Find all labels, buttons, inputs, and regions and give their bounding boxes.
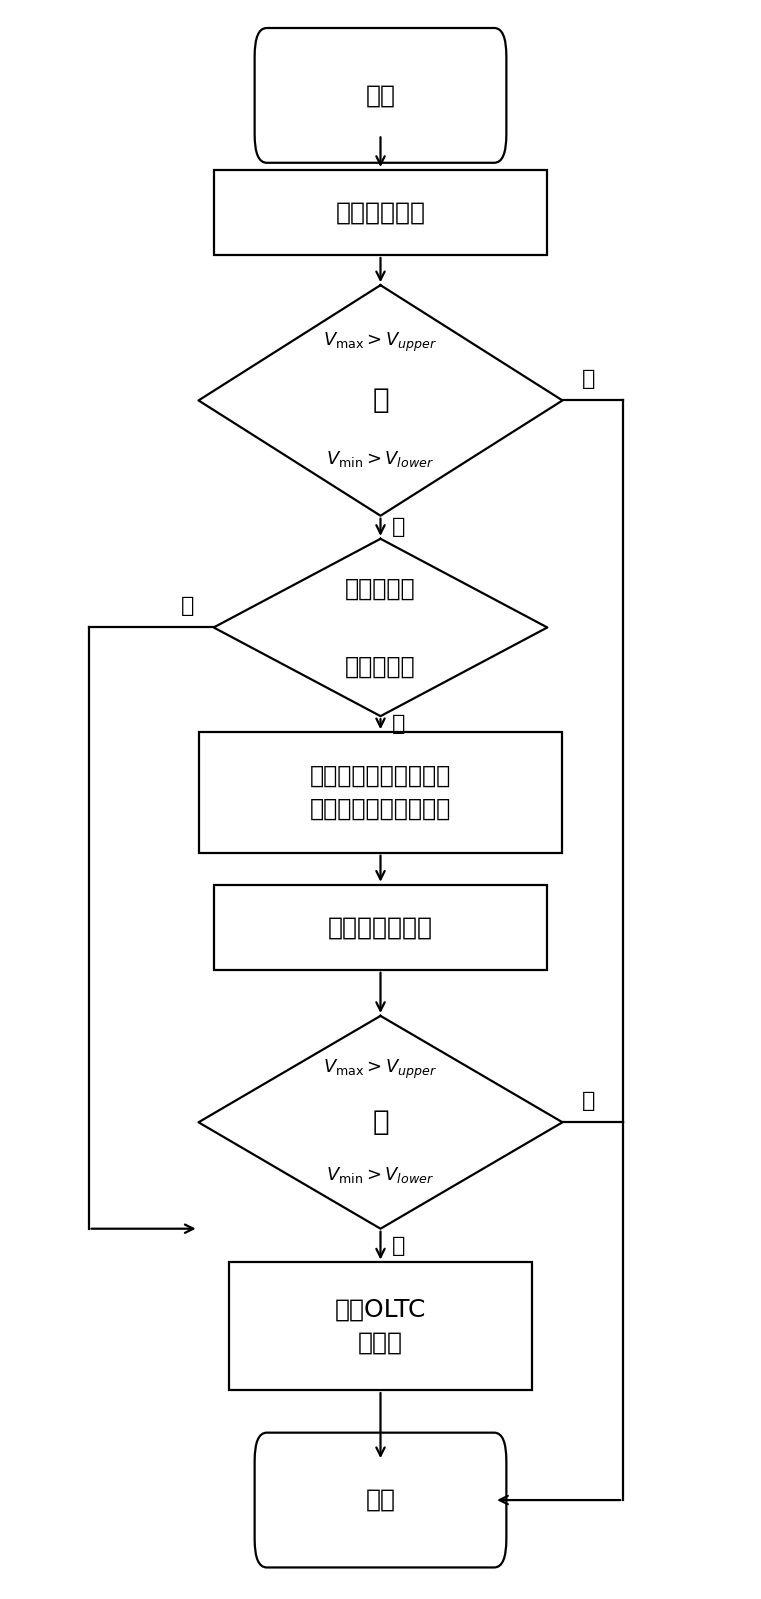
Text: 测量系统数据: 测量系统数据 [336,200,425,224]
Text: 式电源接入: 式电源接入 [345,654,416,678]
Text: 通过本项目的控制方式
计算出所需的无功功率: 通过本项目的控制方式 计算出所需的无功功率 [310,764,451,822]
Text: 是: 是 [392,516,406,537]
Text: 或: 或 [372,1108,389,1137]
Text: 调节OLTC
分接头: 调节OLTC 分接头 [335,1297,426,1354]
Text: 或: 或 [372,387,389,414]
Text: 开始: 开始 [365,83,396,107]
Text: 是: 是 [392,1236,406,1255]
Text: 结束: 结束 [365,1489,396,1513]
Bar [214,884,547,969]
Text: $V_{\rm max} > V_{upper}$: $V_{\rm max} > V_{upper}$ [323,331,438,353]
Text: 是否有分布: 是否有分布 [345,577,416,601]
Text: $V_{\rm min} > V_{lower}$: $V_{\rm min} > V_{lower}$ [326,449,435,469]
Text: 否: 否 [581,369,595,389]
Bar [229,1262,532,1390]
Text: 否: 否 [581,1091,595,1111]
Text: 是: 是 [392,715,406,734]
Text: 否: 否 [181,596,195,616]
FancyBboxPatch shape [255,1433,506,1567]
Bar [214,169,547,254]
Bar [199,732,562,852]
FancyBboxPatch shape [255,29,506,163]
Text: 逆变器吸收无功: 逆变器吸收无功 [328,915,433,939]
Text: $V_{\rm min} > V_{lower}$: $V_{\rm min} > V_{lower}$ [326,1166,435,1185]
Text: $V_{\rm max} > V_{upper}$: $V_{\rm max} > V_{upper}$ [323,1057,438,1081]
